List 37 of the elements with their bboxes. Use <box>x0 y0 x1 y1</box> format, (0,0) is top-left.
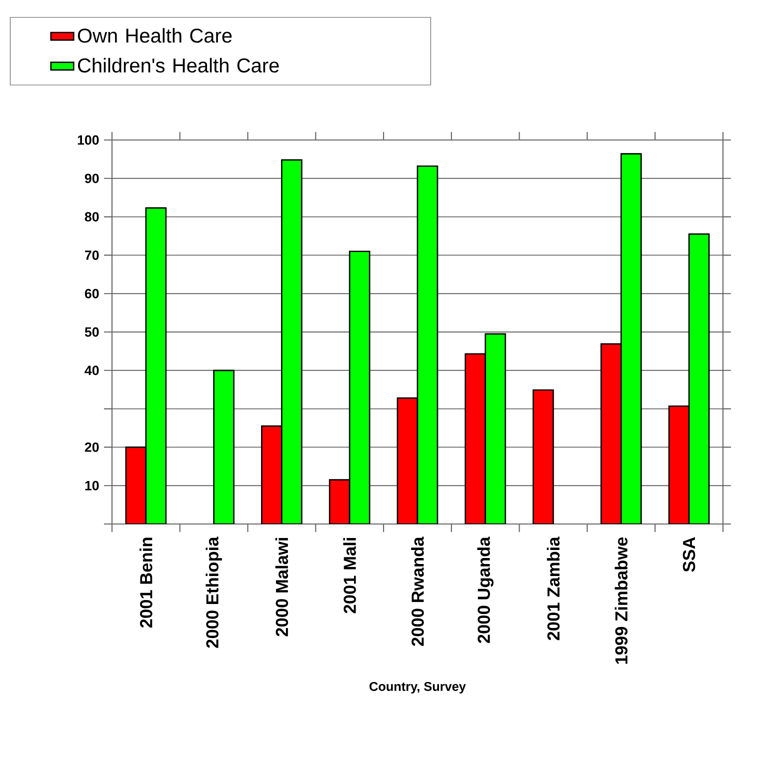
x-tick-label: 2000 Rwanda <box>411 536 424 646</box>
bar <box>213 370 234 524</box>
y-tick-label: 90 <box>84 174 99 184</box>
x-tick-label: 2001 Mali <box>343 538 356 614</box>
y-tick-label: 40 <box>84 366 99 376</box>
y-tick-label: 20 <box>84 442 99 452</box>
bar <box>145 207 167 524</box>
bar <box>416 165 438 524</box>
x-tick-label: 2000 Uganda <box>477 536 494 644</box>
bar <box>668 405 690 524</box>
y-tick-label: 100 <box>78 135 99 145</box>
y-tick-label: 80 <box>84 212 99 222</box>
bar <box>348 250 370 524</box>
y-tick-label: 50 <box>84 327 99 337</box>
x-tick-label: SSA <box>682 537 696 572</box>
x-axis-title: Country, Survey <box>370 682 466 694</box>
bar <box>600 343 622 524</box>
bar <box>464 353 486 524</box>
bar <box>281 159 302 524</box>
bar <box>125 446 147 524</box>
legend-label: Children's Health Care <box>78 58 279 73</box>
x-tick-label: 2001 Benin <box>140 538 152 628</box>
x-tick-label: 2000 Ethiopia <box>206 536 222 648</box>
x-tick-label: 2001 Zambia <box>546 536 560 640</box>
bar <box>396 397 418 524</box>
y-tick-label: 60 <box>84 288 99 298</box>
bar <box>620 153 642 524</box>
bar <box>261 425 282 524</box>
bar <box>532 389 554 524</box>
bar <box>328 479 350 524</box>
x-tick-label: 1999 Zimbabwe <box>614 537 628 664</box>
x-tick-label: 2000 Malawi <box>275 538 288 636</box>
y-tick-label: 10 <box>85 480 99 490</box>
bar <box>484 333 506 524</box>
y-tick-label: 70 <box>85 250 99 260</box>
legend-label: Own Health Care <box>78 28 232 43</box>
bar <box>688 233 710 524</box>
